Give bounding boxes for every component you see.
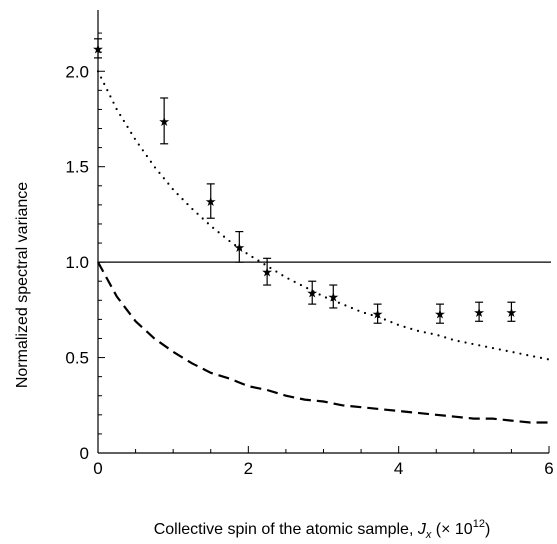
x-tick-label: 2: [244, 459, 253, 478]
x-tick-label: 0: [93, 459, 102, 478]
y-tick-label: 1.5: [65, 158, 89, 177]
x-axis-title-main: Collective spin of the atomic sample,: [154, 521, 418, 538]
x-axis-title-unit-exp: 12: [473, 518, 485, 530]
data-point: ★: [205, 195, 217, 210]
axes: [98, 10, 549, 453]
ticks: 0 0.5 1.0 1.5 2.0 0 2 4 6: [65, 33, 553, 478]
data-point: ★: [327, 290, 339, 305]
data-point: ★: [473, 306, 485, 321]
x-tick-label: 6: [544, 459, 553, 478]
x-axis-title-unit-suffix: ): [485, 521, 490, 538]
y-tick-label: 0: [80, 444, 89, 463]
y-tick-label: 1.0: [65, 253, 89, 272]
x-axis-title-unit-prefix: (× 10: [431, 521, 472, 538]
x-tick-label: 4: [394, 459, 403, 478]
data-point: ★: [233, 241, 245, 256]
data-point: ★: [434, 308, 446, 323]
dashed-curve: [98, 262, 549, 422]
data-point: ★: [261, 266, 273, 281]
y-tick-label: 0.5: [65, 349, 89, 368]
y-axis-title: Normalized spectral variance: [14, 182, 31, 388]
data-point: ★: [506, 306, 518, 321]
data-points: ★★★★★★ ★★ ★ ★ ★: [92, 39, 517, 323]
y-tick-label: 2.0: [65, 62, 89, 81]
data-point: ★: [306, 287, 318, 302]
data-point: ★: [372, 308, 384, 323]
x-axis-title: Collective spin of the atomic sample, Jx…: [154, 518, 491, 541]
data-point: ★: [158, 115, 170, 130]
